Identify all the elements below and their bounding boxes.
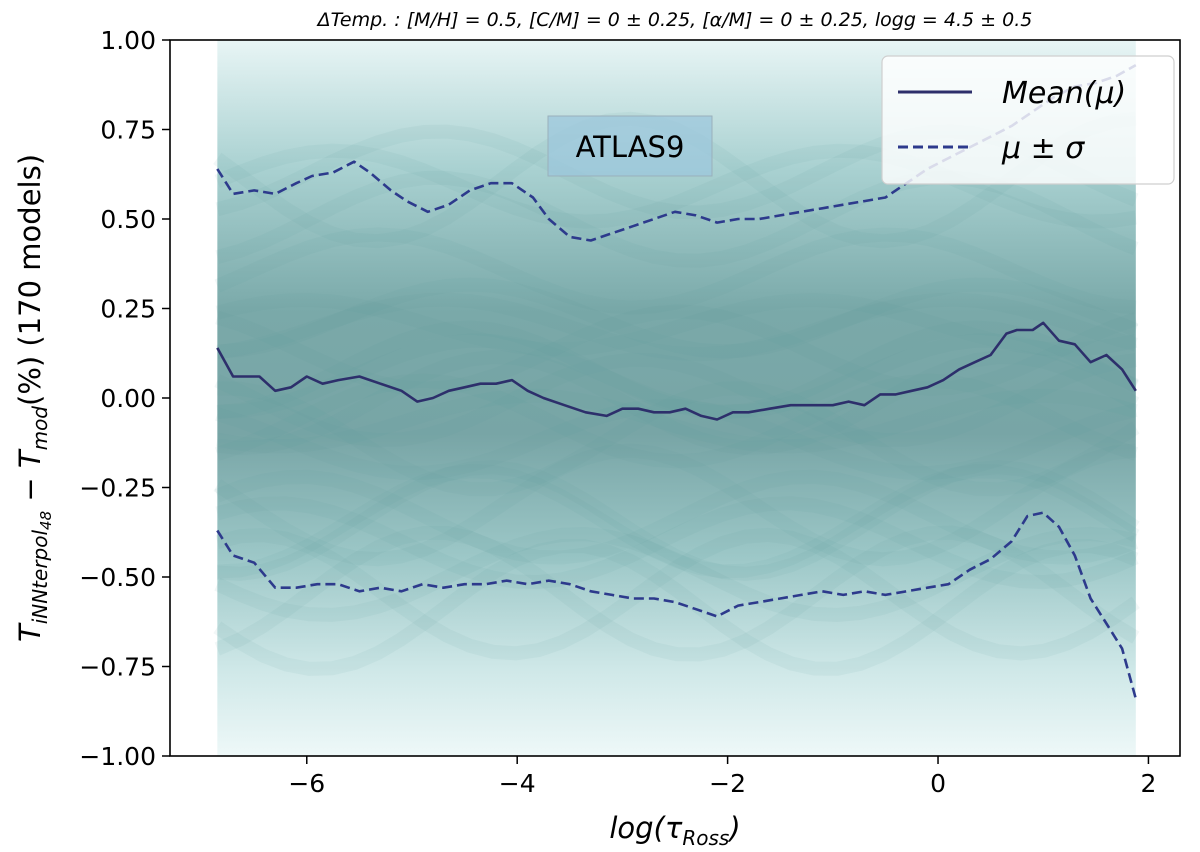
model-curve: [214, 143, 1137, 229]
y-tick-label: −1.00: [79, 742, 156, 771]
lower-sigma-line: [216, 511, 1138, 700]
model-curve: [215, 496, 1139, 590]
series-lines: [216, 63, 1138, 700]
annotation-box: ATLAS9: [547, 115, 713, 177]
model-curve: [216, 464, 1140, 579]
y-axis-label: TiNNterpol48 − Tmod(%) (170 models): [13, 154, 55, 642]
model-curve: [216, 277, 1139, 359]
model-curve: [216, 460, 1140, 581]
y-tick-label: −0.25: [79, 474, 156, 503]
model-curve: [216, 388, 1138, 454]
y-tick-label: −0.75: [79, 653, 156, 682]
upper-sigma-line: [216, 63, 1137, 242]
model-curve: [217, 381, 1140, 497]
legend: Mean(μ) μ ± σ: [881, 55, 1175, 185]
y-tick-label: 0.25: [100, 295, 156, 324]
model-curve: [215, 527, 1140, 661]
y-tick-label: 0.75: [100, 116, 156, 145]
model-curve: [214, 469, 1139, 565]
x-tick-label: −4: [499, 769, 536, 798]
legend-sigma-label: μ ± σ: [1001, 131, 1085, 166]
model-curve: [215, 292, 1138, 357]
model-curve: [215, 398, 1138, 481]
chart-title: ΔTemp. : [M/H] = 0.5, [C/M] = 0 ± 0.25, …: [316, 9, 1033, 31]
model-curve: [216, 292, 1138, 362]
model-curve: [215, 373, 1139, 469]
x-tick-label: 2: [1140, 769, 1156, 798]
legend-mean-label: Mean(μ): [1002, 76, 1126, 111]
model-curve: [217, 333, 1139, 419]
model-curve: [216, 320, 1139, 420]
x-tick-label: −6: [288, 769, 325, 798]
x-tick-label: −2: [709, 769, 746, 798]
x-tick-label: 0: [930, 769, 946, 798]
model-curve: [213, 443, 1137, 567]
model-curve: [214, 352, 1137, 448]
axis-ticks: −6 −4 −2 0 2 1.00 0.75 0.50 0.25 0.00 −0.25 −0.50 −0…: [79, 26, 1156, 798]
y-tick-label: 0.00: [100, 384, 156, 413]
annotation-label: ATLAS9: [576, 130, 685, 164]
model-curve: [214, 525, 1140, 662]
model-curve: [213, 538, 1139, 676]
y-tick-label: 0.50: [100, 205, 156, 234]
y-tick-label: −0.50: [79, 563, 156, 592]
y-tick-label: 1.00: [100, 26, 156, 55]
model-curve: [214, 227, 1137, 315]
mean-line: [216, 321, 1137, 421]
x-axis-label: log(τRoss): [609, 811, 740, 850]
